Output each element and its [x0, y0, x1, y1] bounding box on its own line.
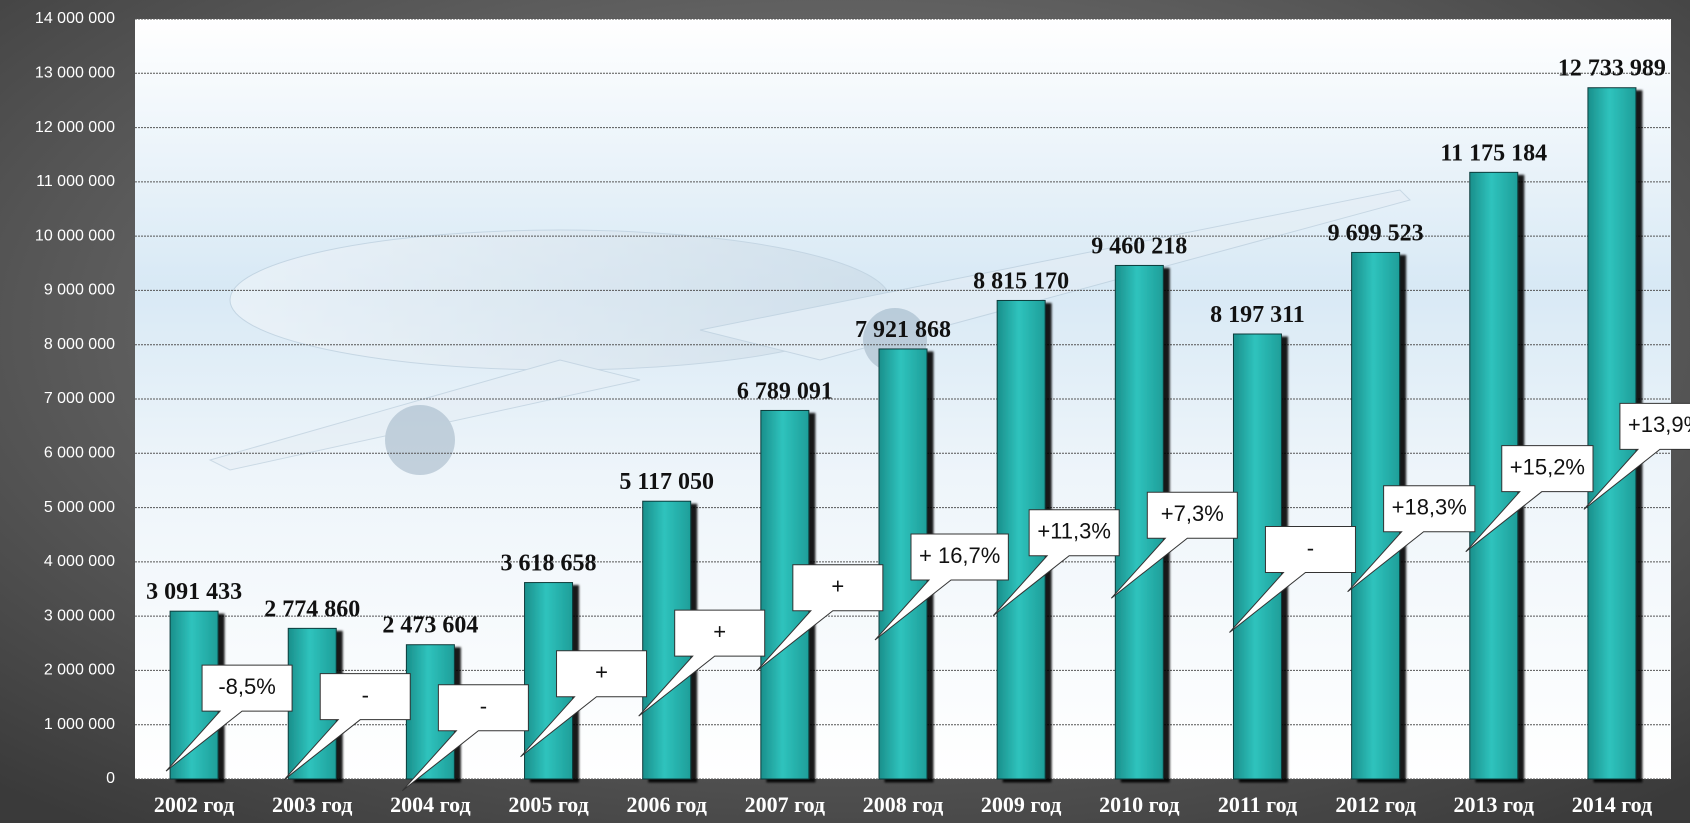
callout-box	[1465, 445, 1594, 553]
value-label: 8 197 311	[1210, 302, 1305, 328]
callout-text: +13,9%	[1628, 412, 1690, 437]
y-tick-label: 0	[106, 770, 115, 787]
callout: +13,9%	[1583, 402, 1690, 510]
value-label: 8 815 170	[973, 268, 1069, 294]
callout-box	[992, 509, 1120, 617]
x-tick-label: 2012 год	[1335, 792, 1415, 817]
x-tick-label: 2014 год	[1572, 792, 1652, 817]
y-tick-label: 4 000 000	[44, 553, 115, 570]
callout: +18,3%	[1347, 485, 1476, 593]
callout-text: + 16,7%	[919, 543, 1000, 568]
value-label: 9 699 523	[1328, 220, 1424, 246]
value-label: 3 618 658	[501, 551, 597, 577]
callout-text: +15,2%	[1510, 454, 1585, 479]
callout-box	[638, 609, 766, 717]
y-tick-label: 6 000 000	[44, 445, 115, 462]
value-label: 2 774 860	[264, 596, 360, 622]
callout-box	[165, 664, 293, 772]
callout-box	[1583, 402, 1690, 510]
callout-text: +	[831, 574, 844, 599]
callout: -	[283, 673, 411, 781]
y-tick-label: 9 000 000	[44, 282, 115, 299]
callout-text: +11,3%	[1037, 519, 1111, 544]
callout: -8,5%	[165, 664, 293, 772]
y-tick-label: 7 000 000	[44, 390, 115, 407]
y-tick-label: 5 000 000	[44, 499, 115, 516]
x-tick-label: 2011 год	[1218, 792, 1297, 817]
callout: +	[638, 609, 766, 717]
callout-text: +7,3%	[1161, 501, 1224, 526]
value-label: 6 789 091	[737, 378, 833, 404]
callout: +7,3%	[1110, 491, 1238, 599]
callout-text: +18,3%	[1392, 495, 1467, 520]
value-label: 5 117 050	[619, 469, 714, 495]
plane-illustration	[208, 189, 1411, 475]
x-tick-label: 2003 год	[272, 792, 352, 817]
callout-box	[756, 564, 884, 672]
y-tick-label: 3 000 000	[44, 607, 115, 624]
callout: +	[756, 564, 884, 672]
callout: +	[520, 650, 648, 758]
x-tick-label: 2002 год	[154, 792, 234, 817]
x-tick-label: 2010 год	[1099, 792, 1179, 817]
value-label: 2 473 604	[382, 613, 478, 639]
value-label: 3 091 433	[146, 579, 242, 605]
y-tick-label: 2 000 000	[44, 662, 115, 679]
callout: -	[402, 684, 529, 792]
callout-text: -8,5%	[218, 674, 275, 699]
x-tick-label: 2009 год	[981, 792, 1061, 817]
x-tick-label: 2004 год	[390, 792, 470, 817]
callout-box	[1347, 485, 1476, 593]
value-label: 11 175 184	[1440, 140, 1547, 166]
callout: +15,2%	[1465, 445, 1594, 553]
value-label: 7 921 868	[855, 317, 951, 343]
callout: + 16,7%	[874, 533, 1009, 641]
y-tick-label: 11 000 000	[36, 173, 115, 190]
callout-box	[283, 673, 411, 781]
value-label: 9 460 218	[1091, 233, 1187, 259]
y-tick-label: 13 000 000	[35, 65, 115, 82]
value-label: 12 733 989	[1558, 56, 1666, 82]
y-tick-label: 8 000 000	[44, 336, 115, 353]
callout: +11,3%	[992, 509, 1120, 617]
y-tick-label: 14 000 000	[35, 10, 115, 27]
callout-text: -	[480, 694, 487, 719]
callout-text: -	[362, 682, 369, 707]
x-tick-label: 2005 год	[508, 792, 588, 817]
x-tick-label: 2008 год	[863, 792, 943, 817]
y-tick-label: 12 000 000	[35, 119, 115, 136]
callout-text: -	[1307, 535, 1314, 560]
x-tick-label: 2006 год	[626, 792, 706, 817]
callout: -	[1229, 526, 1356, 633]
callout-box	[520, 650, 648, 758]
callout-text: +	[713, 619, 726, 644]
callout-box	[874, 533, 1009, 641]
callout-text: +	[595, 660, 608, 685]
x-tick-label: 2007 год	[745, 792, 825, 817]
x-tick-label: 2013 год	[1454, 792, 1534, 817]
callout-box	[402, 684, 529, 792]
y-tick-label: 10 000 000	[35, 227, 115, 244]
y-tick-label: 1 000 000	[44, 716, 115, 733]
callout-box	[1229, 526, 1356, 633]
callout-box	[1110, 491, 1238, 599]
chart-layer: 0 1 000 000 2 000 000 3 000 000 4 000 000 5 0…	[35, 10, 1690, 817]
